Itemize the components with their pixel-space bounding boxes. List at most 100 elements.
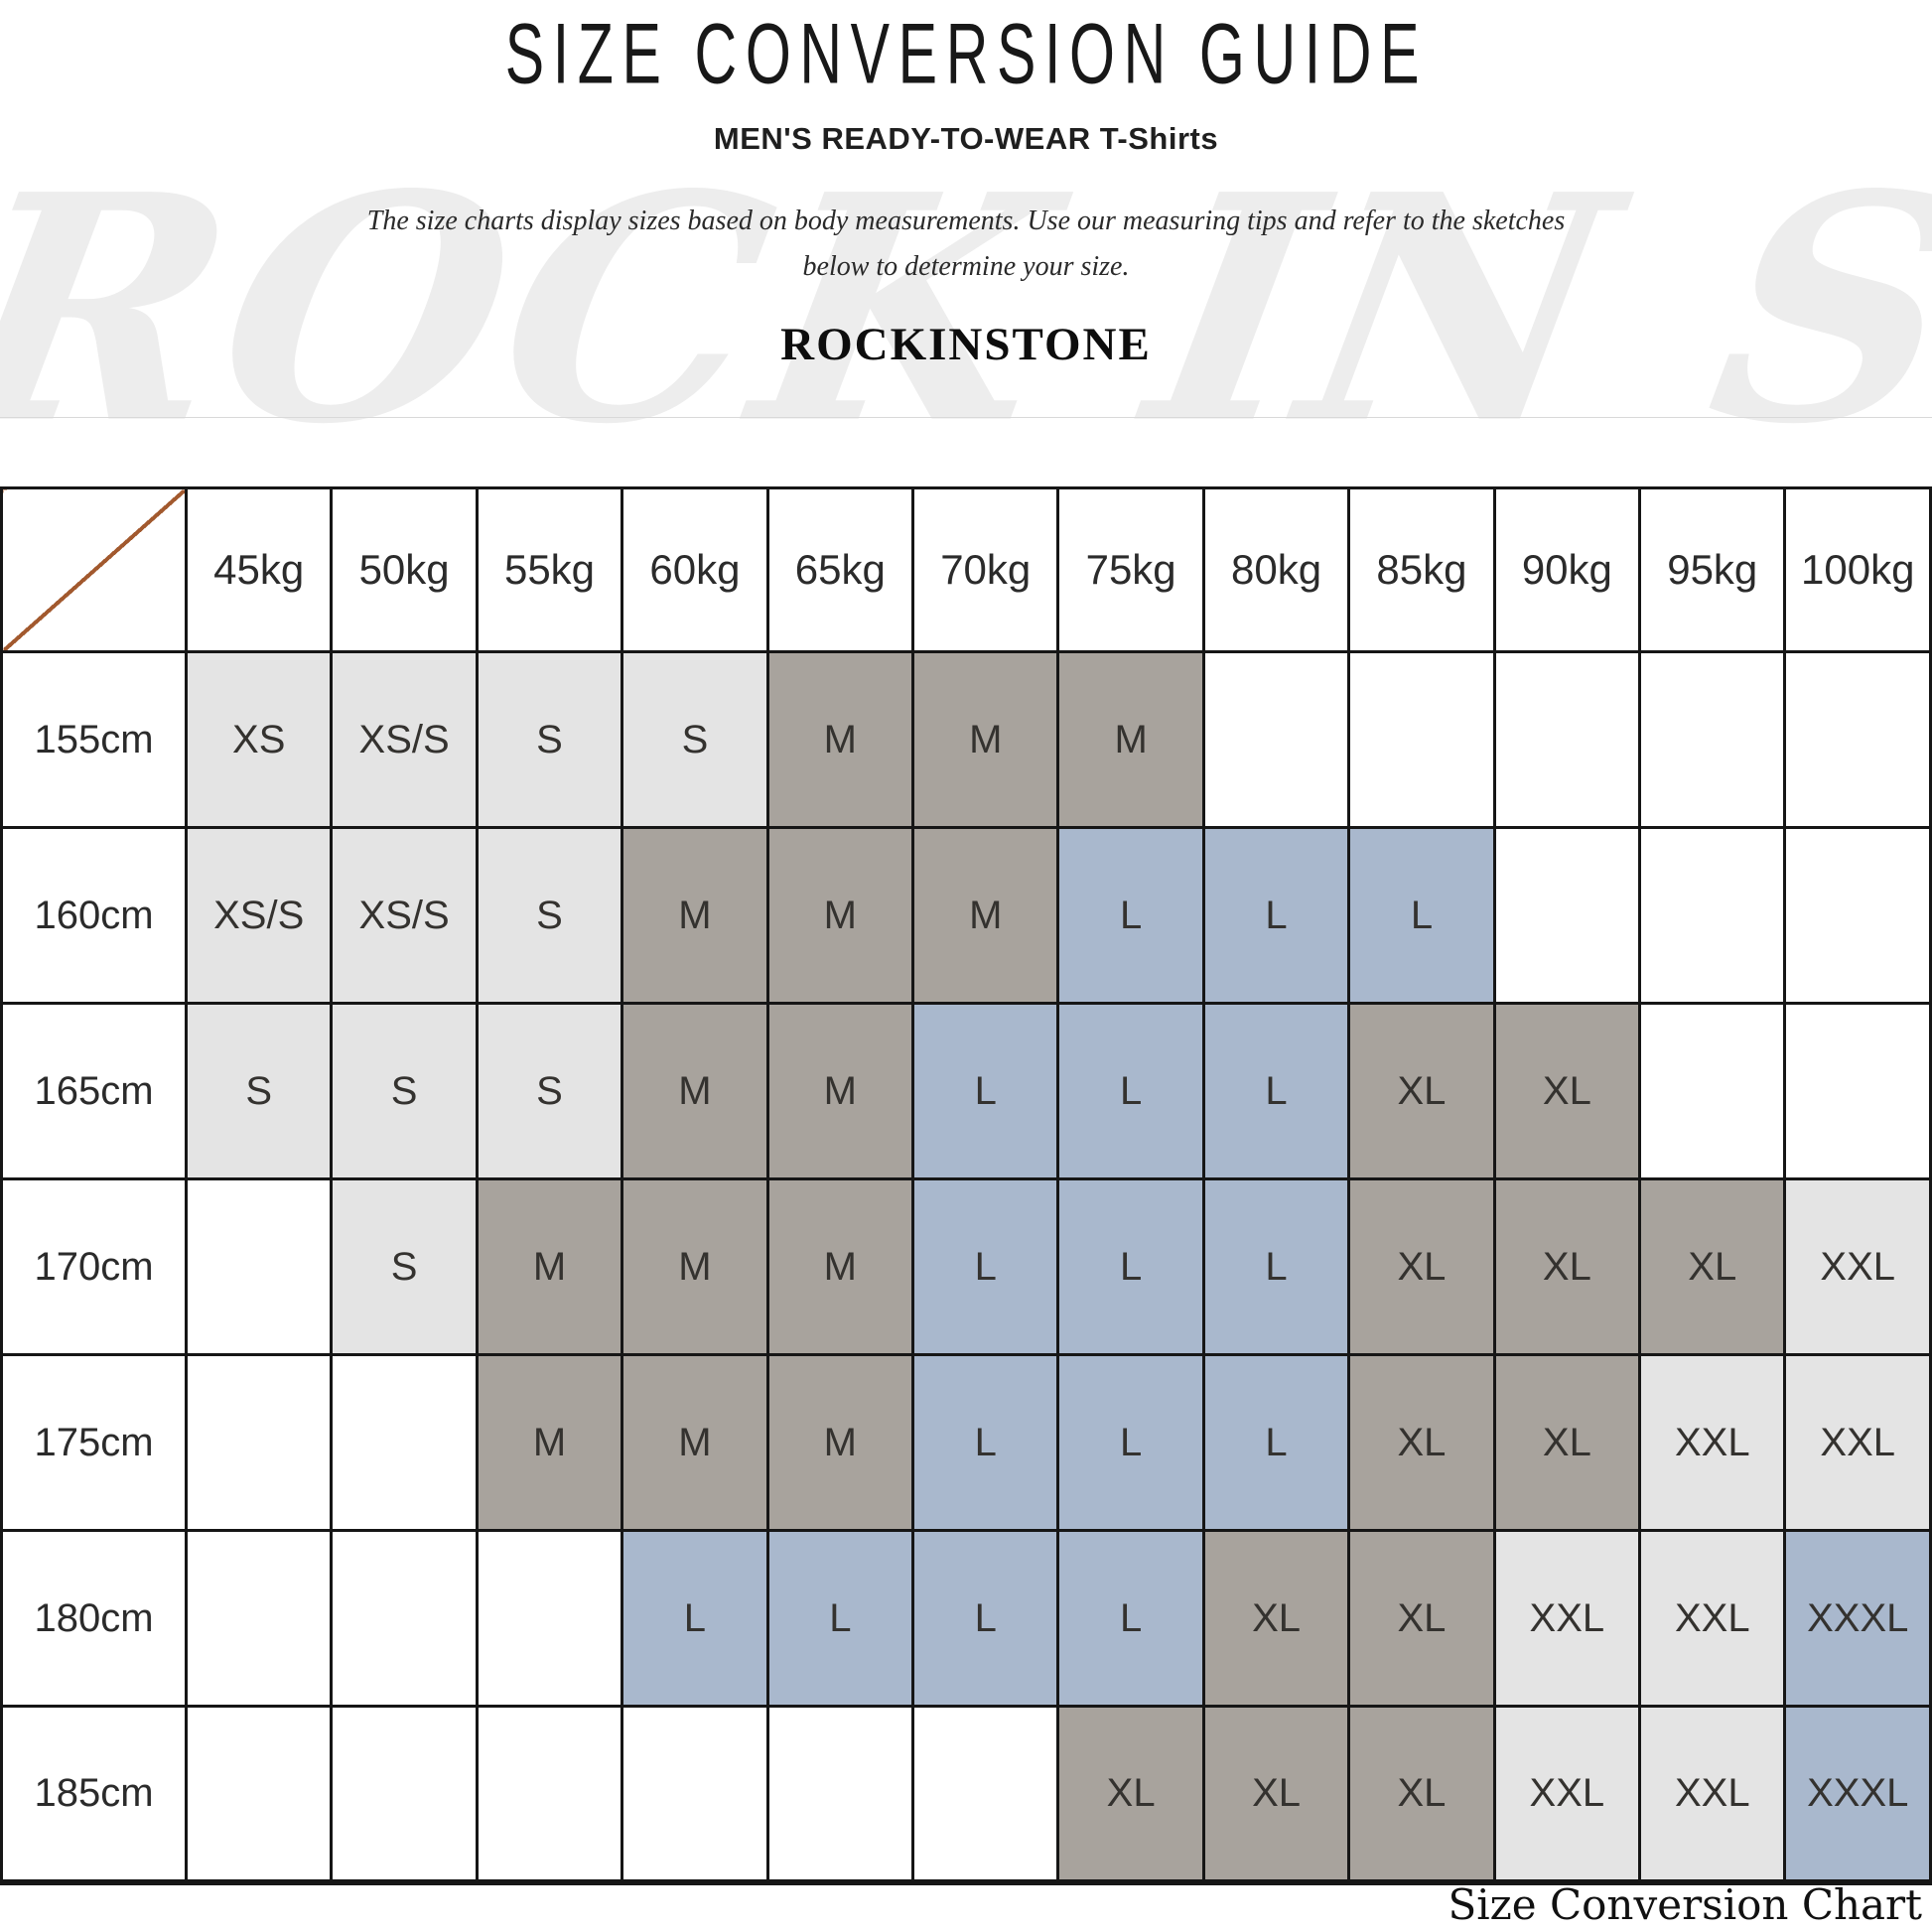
- cell-165cm-75kg: L: [1056, 1002, 1205, 1180]
- cell-175cm-70kg: L: [911, 1353, 1060, 1532]
- cell-175cm-45kg: [184, 1353, 334, 1532]
- cell-185cm-80kg: XL: [1201, 1705, 1351, 1885]
- row-header-165cm: 165cm: [0, 1002, 188, 1180]
- cell-180cm-45kg: [184, 1529, 334, 1708]
- cell-160cm-65kg: M: [765, 826, 915, 1005]
- cell-165cm-95kg: [1638, 1002, 1787, 1180]
- cell-180cm-90kg: XXL: [1492, 1529, 1642, 1708]
- page-title-wrap: SIZE CONVERSION GUIDE: [0, 6, 1932, 102]
- cell-170cm-60kg: M: [621, 1177, 769, 1356]
- cell-175cm-75kg: L: [1056, 1353, 1205, 1532]
- cell-175cm-65kg: M: [765, 1353, 915, 1532]
- cell-160cm-80kg: L: [1201, 826, 1351, 1005]
- cell-175cm-60kg: M: [621, 1353, 769, 1532]
- cell-170cm-70kg: L: [911, 1177, 1060, 1356]
- cell-170cm-65kg: M: [765, 1177, 915, 1356]
- cell-155cm-60kg: S: [621, 650, 769, 829]
- cell-185cm-90kg: XXL: [1492, 1705, 1642, 1885]
- table-row-170cm: 170cm S M M M L L L XL XL XL XXL: [0, 1177, 1932, 1356]
- cell-185cm-95kg: XXL: [1638, 1705, 1787, 1885]
- cell-170cm-100kg: XXL: [1783, 1177, 1932, 1356]
- table-row-175cm: 175cm M M M L L L XL XL XXL XXL: [0, 1353, 1932, 1532]
- col-header-80kg: 80kg: [1201, 486, 1351, 653]
- cell-155cm-50kg: XS/S: [330, 650, 479, 829]
- cell-165cm-80kg: L: [1201, 1002, 1351, 1180]
- cell-170cm-95kg: XL: [1638, 1177, 1787, 1356]
- cell-155cm-70kg: M: [911, 650, 1060, 829]
- cell-155cm-45kg: XS: [184, 650, 334, 829]
- cell-165cm-50kg: S: [330, 1002, 479, 1180]
- description-text: The size charts display sizes based on b…: [0, 199, 1932, 290]
- cell-185cm-85kg: XL: [1347, 1705, 1496, 1885]
- corner-diagonal-cell: [0, 486, 188, 653]
- col-header-95kg: 95kg: [1638, 486, 1787, 653]
- cell-155cm-75kg: M: [1056, 650, 1205, 829]
- cell-180cm-60kg: L: [621, 1529, 769, 1708]
- col-header-45kg: 45kg: [184, 486, 334, 653]
- divider-line: [0, 417, 1932, 418]
- cell-185cm-45kg: [184, 1705, 334, 1885]
- cell-180cm-65kg: L: [765, 1529, 915, 1708]
- cell-165cm-55kg: S: [475, 1002, 624, 1180]
- col-header-75kg: 75kg: [1056, 486, 1205, 653]
- cell-160cm-60kg: M: [621, 826, 769, 1005]
- cell-165cm-65kg: M: [765, 1002, 915, 1180]
- header-row: 45kg 50kg 55kg 60kg 65kg 70kg 75kg 80kg 85kg 90kg…: [0, 486, 1932, 653]
- col-header-90kg: 90kg: [1492, 486, 1642, 653]
- table-row-160cm: 160cm XS/S XS/S S M M M L L L: [0, 826, 1932, 1005]
- col-header-70kg: 70kg: [911, 486, 1060, 653]
- cell-155cm-65kg: M: [765, 650, 915, 829]
- cell-160cm-55kg: S: [475, 826, 624, 1005]
- cell-160cm-45kg: XS/S: [184, 826, 334, 1005]
- description-line-1: The size charts display sizes based on b…: [366, 206, 1566, 236]
- col-header-100kg: 100kg: [1783, 486, 1932, 653]
- row-header-160cm: 160cm: [0, 826, 188, 1005]
- cell-155cm-55kg: S: [475, 650, 624, 829]
- cell-170cm-75kg: L: [1056, 1177, 1205, 1356]
- cell-160cm-90kg: [1492, 826, 1642, 1005]
- cell-170cm-90kg: XL: [1492, 1177, 1642, 1356]
- size-conversion-table: 45kg 50kg 55kg 60kg 65kg 70kg 75kg 80kg 85kg 90kg…: [0, 486, 1932, 1885]
- cell-175cm-100kg: XXL: [1783, 1353, 1932, 1532]
- cell-170cm-50kg: S: [330, 1177, 479, 1356]
- col-header-85kg: 85kg: [1347, 486, 1496, 653]
- cell-165cm-60kg: M: [621, 1002, 769, 1180]
- footer-caption: Size Conversion Chart: [1448, 1880, 1922, 1929]
- cell-185cm-50kg: [330, 1705, 479, 1885]
- cell-155cm-80kg: [1201, 650, 1351, 829]
- row-header-185cm: 185cm: [0, 1705, 188, 1885]
- cell-180cm-70kg: L: [911, 1529, 1060, 1708]
- cell-165cm-90kg: XL: [1492, 1002, 1642, 1180]
- table-row-185cm: 185cm XL XL XL XXL XXL XXXL: [0, 1705, 1932, 1885]
- cell-185cm-70kg: [911, 1705, 1060, 1885]
- cell-160cm-75kg: L: [1056, 826, 1205, 1005]
- page-subtitle: MEN'S READY-TO-WEAR T-Shirts: [713, 121, 1219, 156]
- cell-175cm-95kg: XXL: [1638, 1353, 1787, 1532]
- cell-165cm-100kg: [1783, 1002, 1932, 1180]
- row-header-155cm: 155cm: [0, 650, 188, 829]
- cell-170cm-85kg: XL: [1347, 1177, 1496, 1356]
- cell-175cm-50kg: [330, 1353, 479, 1532]
- cell-180cm-75kg: L: [1056, 1529, 1205, 1708]
- page-title: SIZE CONVERSION GUIDE: [504, 7, 1428, 102]
- cell-175cm-80kg: L: [1201, 1353, 1351, 1532]
- cell-185cm-55kg: [475, 1705, 624, 1885]
- cell-170cm-55kg: M: [475, 1177, 624, 1356]
- cell-165cm-45kg: S: [184, 1002, 334, 1180]
- cell-180cm-95kg: XXL: [1638, 1529, 1787, 1708]
- cell-170cm-80kg: L: [1201, 1177, 1351, 1356]
- cell-180cm-55kg: [475, 1529, 624, 1708]
- col-header-60kg: 60kg: [621, 486, 769, 653]
- cell-165cm-70kg: L: [911, 1002, 1060, 1180]
- cell-160cm-50kg: XS/S: [330, 826, 479, 1005]
- cell-160cm-100kg: [1783, 826, 1932, 1005]
- cell-160cm-70kg: M: [911, 826, 1060, 1005]
- cell-180cm-50kg: [330, 1529, 479, 1708]
- col-header-55kg: 55kg: [475, 486, 624, 653]
- cell-165cm-85kg: XL: [1347, 1002, 1496, 1180]
- brand-name: ROCKINSTONE: [780, 319, 1152, 370]
- col-header-65kg: 65kg: [765, 486, 915, 653]
- cell-180cm-100kg: XXXL: [1783, 1529, 1932, 1708]
- cell-170cm-45kg: [184, 1177, 334, 1356]
